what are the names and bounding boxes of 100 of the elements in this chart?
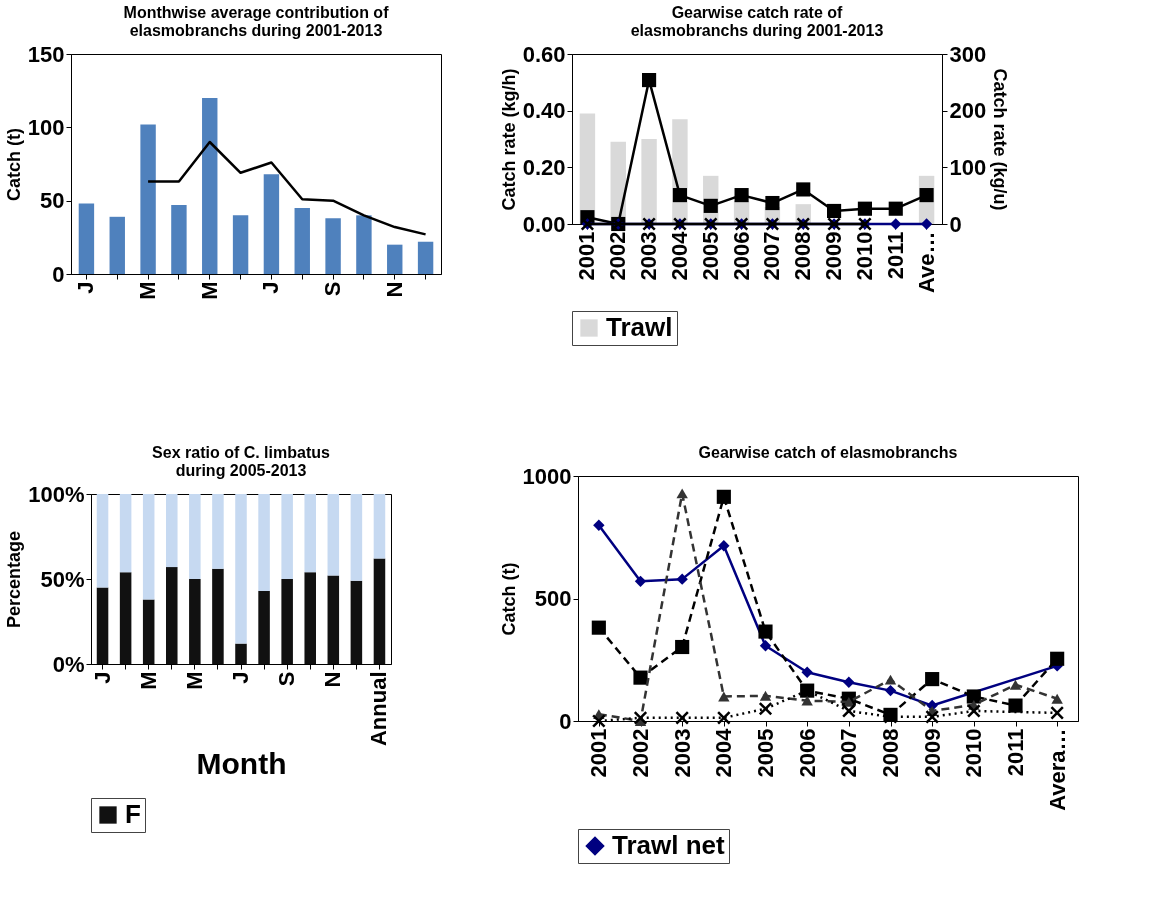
x-tick-label: 2001 <box>586 728 612 778</box>
point <box>925 672 940 687</box>
x-tick-label: M <box>135 281 161 300</box>
x-tick-label: 2011 <box>882 231 908 280</box>
bar <box>232 215 249 274</box>
point <box>633 670 648 685</box>
point <box>765 195 780 211</box>
legend-label: Trawl <box>606 312 673 342</box>
x-tick-label: N <box>381 281 407 298</box>
point <box>1050 705 1065 720</box>
x-tick-label: 2010 <box>851 231 877 281</box>
bar <box>356 215 372 274</box>
x-tick-label: 2003 <box>669 728 695 778</box>
y-tick-label: 150 <box>27 41 65 67</box>
chart-title: Gearwise catch of elasmobranchs <box>698 444 958 461</box>
x-tick-label: 2006 <box>794 728 820 778</box>
bar <box>166 567 178 664</box>
x-tick-label: 2005 <box>697 231 723 281</box>
point <box>843 676 855 688</box>
y-tick-label: 0% <box>52 651 85 677</box>
point <box>642 73 657 88</box>
y2-tick-label: 200 <box>949 98 987 124</box>
point <box>676 488 688 499</box>
y-tick-label: 0.00 <box>522 211 566 237</box>
bar <box>350 494 363 581</box>
bar <box>212 494 224 569</box>
y2-tick-label: 100 <box>949 154 987 180</box>
bar <box>166 494 178 568</box>
x-tick-label: M <box>135 671 161 690</box>
point <box>734 188 749 203</box>
y-axis-title: Catch (t) <box>498 562 519 636</box>
point <box>1008 698 1023 713</box>
point <box>718 691 730 702</box>
point <box>718 540 730 552</box>
bar <box>350 580 363 664</box>
x-tick-label: 2001 <box>574 231 600 281</box>
point <box>676 573 688 585</box>
point <box>675 639 690 655</box>
bar <box>235 494 247 644</box>
bar <box>263 174 280 274</box>
point <box>759 690 772 701</box>
y-tick-label: 0.20 <box>522 154 566 180</box>
point <box>796 182 811 197</box>
point <box>759 640 772 652</box>
y2-axis-title: Catch rate (kg/u) <box>990 68 1011 211</box>
bar <box>325 218 341 274</box>
y-axis-title: Catch (t) <box>3 128 24 201</box>
y2-tick-label: 300 <box>949 41 987 67</box>
point <box>672 188 687 203</box>
bar <box>212 568 224 664</box>
bar <box>304 572 316 664</box>
bar <box>281 494 293 579</box>
point <box>884 684 897 697</box>
x-tick-label: 2003 <box>636 231 662 281</box>
y-tick-label: 50% <box>40 566 85 592</box>
bar <box>109 216 125 274</box>
bar <box>78 203 95 274</box>
y-tick-label: 1000 <box>522 463 572 489</box>
x-tick-label: 2009 <box>821 231 847 281</box>
point <box>633 710 648 725</box>
bar <box>189 579 201 664</box>
y-tick-label: 500 <box>534 586 572 611</box>
point <box>857 201 872 216</box>
bar <box>119 494 132 573</box>
x-tick-label: N <box>320 671 346 688</box>
chart-title: Gearwise catch rate of elasmobranchs during 2001-2013 <box>630 4 884 39</box>
point <box>801 666 813 678</box>
bar <box>202 98 218 274</box>
y-tick-label: 0.40 <box>522 98 566 124</box>
x-tick-label: Avera… <box>1044 728 1070 811</box>
point <box>593 519 605 531</box>
legend-label: Trawl net <box>612 830 726 860</box>
x-tick-label: M <box>181 671 207 690</box>
x-tick-label: 2006 <box>728 231 754 281</box>
x-tick-label: 2010 <box>961 728 987 778</box>
bar <box>294 208 310 274</box>
point <box>1009 679 1022 690</box>
bar <box>327 494 340 576</box>
x-tick-label: Ave… <box>913 231 939 294</box>
bar <box>258 494 270 591</box>
bar <box>119 572 132 664</box>
y-axis-title: Catch rate (kg/h) <box>498 68 519 211</box>
bar <box>417 241 434 274</box>
point <box>966 689 981 704</box>
bar <box>373 558 386 664</box>
point <box>827 203 842 219</box>
x-tick-label: 2008 <box>790 231 816 281</box>
x-tick-label: 2007 <box>759 231 785 281</box>
point <box>716 710 731 725</box>
point <box>1051 693 1063 704</box>
point <box>888 201 903 216</box>
point <box>890 218 902 230</box>
bar <box>171 205 187 274</box>
x-tick-label: J <box>89 671 115 684</box>
point <box>1050 651 1065 666</box>
point <box>591 620 606 635</box>
point <box>716 489 731 504</box>
point <box>591 714 606 728</box>
x-tick-label: S <box>320 281 346 297</box>
x-tick-label: 2004 <box>711 727 737 778</box>
